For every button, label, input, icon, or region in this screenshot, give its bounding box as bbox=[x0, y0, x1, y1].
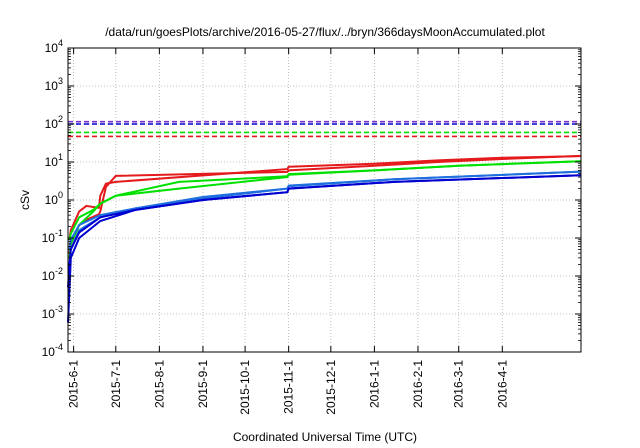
y-tick-label: 101 bbox=[45, 152, 63, 169]
x-tick-label: 2015-7-1 bbox=[109, 360, 123, 408]
series-line bbox=[67, 174, 582, 323]
x-tick-label: 2015-12-1 bbox=[324, 360, 338, 415]
chart-grid bbox=[68, 48, 581, 352]
series-group bbox=[67, 174, 582, 323]
reference-lines bbox=[68, 120, 581, 138]
x-axis-ticks: 2015-6-1 2015-7-1 2015-8-1 2015-9-1 2015-10-… bbox=[67, 48, 509, 415]
x-tick-label: 2016-4-1 bbox=[495, 360, 509, 408]
series-lines bbox=[67, 154, 582, 323]
y-tick-label: 100 bbox=[45, 190, 63, 207]
y-tick-label: 10-2 bbox=[42, 266, 63, 283]
x-axis-label: Coordinated Universal Time (UTC) bbox=[233, 430, 417, 444]
y-tick-label: 10-1 bbox=[42, 228, 63, 245]
y-tick-label: 10-4 bbox=[42, 342, 63, 359]
series-line bbox=[68, 154, 582, 254]
x-tick-label: 2016-1-1 bbox=[367, 360, 381, 408]
x-tick-label: 2015-9-1 bbox=[196, 360, 210, 408]
x-tick-label: 2015-6-1 bbox=[67, 360, 81, 408]
y-tick-label: 104 bbox=[45, 38, 63, 55]
series-group bbox=[68, 154, 582, 254]
y-tick-label: 102 bbox=[45, 114, 63, 131]
x-tick-label: 2016-2-1 bbox=[411, 360, 425, 408]
y-tick-label: 10-3 bbox=[42, 304, 63, 321]
chart-title: /data/run/goesPlots/archive/2016-05-27/f… bbox=[105, 25, 545, 39]
y-axis-label: cSv bbox=[18, 190, 32, 210]
x-tick-label: 2015-8-1 bbox=[152, 360, 166, 408]
y-tick-label: 103 bbox=[45, 76, 63, 93]
x-tick-label: 2015-10-1 bbox=[238, 360, 252, 415]
x-tick-label: 2016-3-1 bbox=[452, 360, 466, 408]
x-tick-label: 2015-11-1 bbox=[282, 360, 296, 414]
plot-frame bbox=[67, 47, 582, 353]
